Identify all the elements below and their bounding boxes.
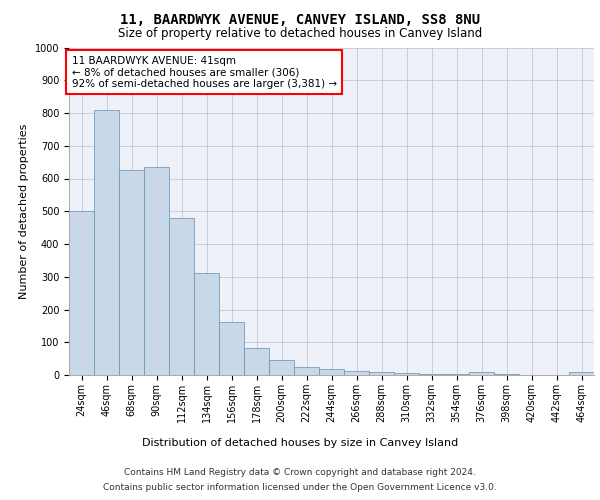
Text: Contains public sector information licensed under the Open Government Licence v3: Contains public sector information licen…	[103, 483, 497, 492]
Bar	[319, 370, 344, 375]
Bar	[144, 167, 169, 375]
Bar	[394, 374, 419, 375]
Text: Distribution of detached houses by size in Canvey Island: Distribution of detached houses by size …	[142, 438, 458, 448]
Bar	[369, 372, 394, 375]
Bar	[569, 372, 594, 375]
Bar	[294, 367, 319, 375]
Y-axis label: Number of detached properties: Number of detached properties	[19, 124, 29, 299]
Bar	[269, 360, 294, 375]
Text: Contains HM Land Registry data © Crown copyright and database right 2024.: Contains HM Land Registry data © Crown c…	[124, 468, 476, 477]
Bar	[169, 218, 194, 375]
Bar	[444, 374, 469, 375]
Bar	[69, 211, 94, 375]
Bar	[119, 170, 144, 375]
Bar	[244, 348, 269, 375]
Text: 11, BAARDWYK AVENUE, CANVEY ISLAND, SS8 8NU: 11, BAARDWYK AVENUE, CANVEY ISLAND, SS8 …	[120, 12, 480, 26]
Bar	[419, 374, 444, 375]
Bar	[94, 110, 119, 375]
Bar	[469, 372, 494, 375]
Bar	[494, 374, 519, 375]
Bar	[344, 371, 369, 375]
Text: Size of property relative to detached houses in Canvey Island: Size of property relative to detached ho…	[118, 28, 482, 40]
Text: 11 BAARDWYK AVENUE: 41sqm
← 8% of detached houses are smaller (306)
92% of semi-: 11 BAARDWYK AVENUE: 41sqm ← 8% of detach…	[71, 56, 337, 89]
Bar	[194, 273, 219, 375]
Bar	[219, 322, 244, 375]
